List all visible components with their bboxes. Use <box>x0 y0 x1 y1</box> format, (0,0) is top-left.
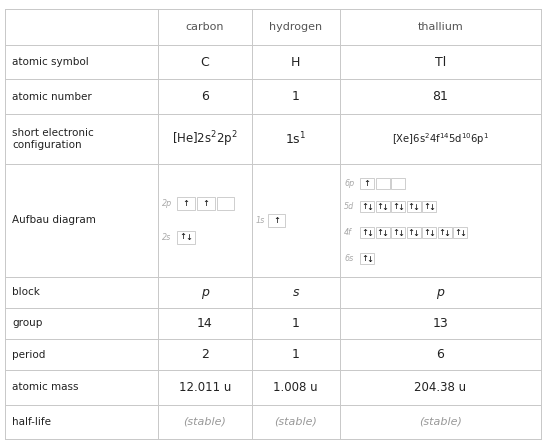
Text: p: p <box>201 286 209 299</box>
Text: 81: 81 <box>432 90 448 103</box>
Text: ↓: ↓ <box>382 229 389 238</box>
Text: 14: 14 <box>197 317 212 330</box>
Text: 1s: 1s <box>256 216 265 225</box>
Text: atomic number: atomic number <box>12 91 92 102</box>
Text: ↑: ↑ <box>377 202 384 211</box>
Text: ↑: ↑ <box>408 228 415 237</box>
Text: period: period <box>12 349 45 360</box>
Text: 6s: 6s <box>344 254 353 263</box>
Text: 204.38 u: 204.38 u <box>414 381 466 394</box>
Text: ↓: ↓ <box>186 233 193 242</box>
Bar <box>376 178 390 189</box>
Text: ↑: ↑ <box>408 202 415 211</box>
Text: 1: 1 <box>292 348 300 361</box>
Text: (stable): (stable) <box>274 417 317 427</box>
Bar <box>217 197 234 210</box>
Bar <box>360 227 374 238</box>
Text: ↓: ↓ <box>366 229 373 238</box>
Text: ↓: ↓ <box>428 229 435 238</box>
Text: ↓: ↓ <box>459 229 466 238</box>
Text: ↓: ↓ <box>397 229 404 238</box>
Text: ↑: ↑ <box>423 228 430 237</box>
Bar <box>376 202 390 212</box>
Text: ↑: ↑ <box>361 254 368 263</box>
Text: ↑: ↑ <box>273 216 280 225</box>
Bar <box>391 227 405 238</box>
Text: ↓: ↓ <box>366 203 373 212</box>
Text: ↑: ↑ <box>182 199 189 208</box>
Text: 6: 6 <box>201 90 209 103</box>
Bar <box>177 197 195 210</box>
Text: hydrogen: hydrogen <box>269 22 322 32</box>
Text: 6: 6 <box>436 348 444 361</box>
Bar <box>177 231 195 244</box>
Text: group: group <box>12 319 42 328</box>
Text: 4f: 4f <box>344 228 352 237</box>
Text: 1: 1 <box>292 90 300 103</box>
Text: $\mathregular{[Xe]6s^24f^{14}5d^{10}6p^1}$: $\mathregular{[Xe]6s^24f^{14}5d^{10}6p^1… <box>391 131 489 147</box>
Text: ↓: ↓ <box>413 203 420 212</box>
Bar <box>391 178 405 189</box>
Text: ↑: ↑ <box>454 228 461 237</box>
Text: 1: 1 <box>292 317 300 330</box>
Bar <box>453 227 467 238</box>
Bar <box>360 253 374 264</box>
Text: ↑: ↑ <box>364 179 371 188</box>
Bar <box>268 214 286 227</box>
Text: ↓: ↓ <box>413 229 420 238</box>
Text: block: block <box>12 287 40 297</box>
Text: ↑: ↑ <box>203 199 209 208</box>
Text: ↓: ↓ <box>382 203 389 212</box>
Bar <box>407 227 420 238</box>
Bar <box>376 227 390 238</box>
Text: p: p <box>436 286 444 299</box>
Text: ↑: ↑ <box>392 202 399 211</box>
Bar <box>360 178 374 189</box>
Text: C: C <box>200 56 209 69</box>
Text: ↑: ↑ <box>180 232 186 241</box>
Text: $\mathregular{1s^1}$: $\mathregular{1s^1}$ <box>285 131 306 147</box>
Text: Aufbau diagram: Aufbau diagram <box>12 215 96 225</box>
Text: atomic symbol: atomic symbol <box>12 57 88 67</box>
Text: thallium: thallium <box>417 22 463 32</box>
Text: s: s <box>293 286 299 299</box>
Text: ↓: ↓ <box>444 229 451 238</box>
Text: 12.011 u: 12.011 u <box>179 381 231 394</box>
Text: ↓: ↓ <box>397 203 404 212</box>
Text: ↑: ↑ <box>377 228 384 237</box>
Bar <box>422 227 436 238</box>
Text: carbon: carbon <box>186 22 224 32</box>
Text: ↓: ↓ <box>366 255 373 264</box>
Text: ↑: ↑ <box>392 228 399 237</box>
Text: (stable): (stable) <box>183 417 226 427</box>
Text: (stable): (stable) <box>419 417 462 427</box>
Text: atomic mass: atomic mass <box>12 383 79 392</box>
Text: short electronic
configuration: short electronic configuration <box>12 128 93 150</box>
Text: half-life: half-life <box>12 417 51 427</box>
Text: ↑: ↑ <box>361 228 368 237</box>
Bar <box>197 197 215 210</box>
Bar <box>391 202 405 212</box>
Text: ↓: ↓ <box>428 203 435 212</box>
Text: H: H <box>291 56 300 69</box>
Text: ↑: ↑ <box>361 202 368 211</box>
Bar <box>407 202 420 212</box>
Bar <box>360 202 374 212</box>
Text: Tl: Tl <box>435 56 446 69</box>
Text: 2: 2 <box>201 348 209 361</box>
Text: $\mathregular{[He]2s^22p^2}$: $\mathregular{[He]2s^22p^2}$ <box>172 129 238 149</box>
Text: 6p: 6p <box>344 179 354 188</box>
Text: ↑: ↑ <box>423 202 430 211</box>
Text: 2p: 2p <box>162 199 173 208</box>
Text: 5d: 5d <box>344 202 354 211</box>
Text: 13: 13 <box>432 317 448 330</box>
Text: ↑: ↑ <box>439 228 446 237</box>
Bar <box>438 227 452 238</box>
Text: 1.008 u: 1.008 u <box>274 381 318 394</box>
Bar <box>422 202 436 212</box>
Text: 2s: 2s <box>162 233 171 241</box>
